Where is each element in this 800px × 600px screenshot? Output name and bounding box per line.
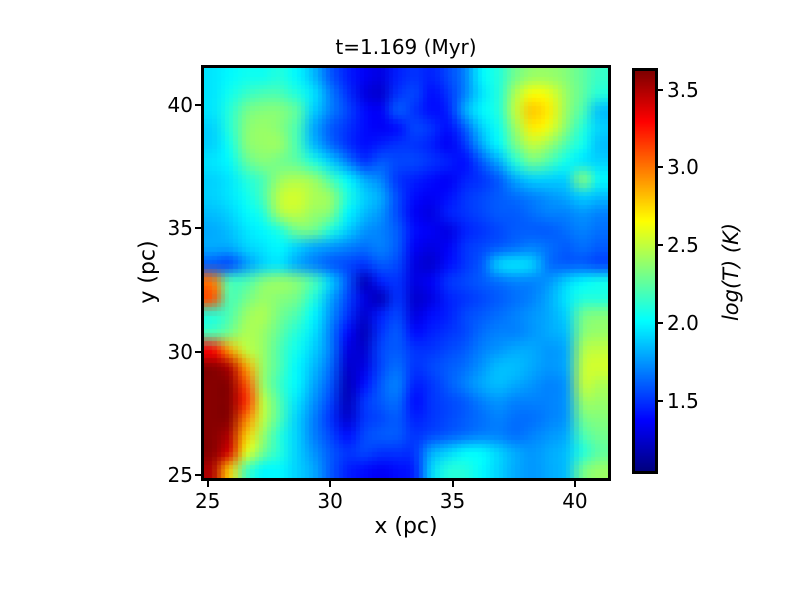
colorbar — [632, 68, 658, 474]
colorbar-tick-mark — [658, 166, 663, 169]
x-tick-mark — [206, 481, 209, 487]
x-tick-label: 40 — [562, 489, 588, 513]
colorbar-tick-mark — [658, 322, 663, 325]
y-tick-mark — [195, 474, 201, 477]
plot-title: t=1.169 (Myr) — [335, 35, 477, 59]
y-tick-mark — [195, 350, 201, 353]
y-tick-mark — [195, 104, 201, 106]
y-tick-label: 30 — [167, 339, 193, 364]
y-axis-label: y (pc) — [135, 240, 161, 304]
colorbar-canvas — [635, 71, 655, 471]
x-tick-label: 25 — [194, 489, 221, 513]
y-tick-mark — [195, 227, 201, 230]
y-tick-label: 35 — [167, 216, 193, 241]
x-tick-label: 30 — [317, 489, 343, 513]
x-tick-mark — [451, 481, 454, 487]
colorbar-label: log(T) (K) — [719, 222, 743, 322]
x-axis-label: x (pc) — [374, 514, 438, 539]
plot-area — [201, 65, 611, 481]
x-tick-label: 35 — [439, 489, 466, 513]
y-tick-label: 25 — [167, 463, 193, 488]
heatmap-canvas — [204, 68, 608, 478]
colorbar-tick-mark — [658, 244, 663, 247]
colorbar-tick-label: 3.0 — [667, 155, 699, 180]
colorbar-tick-label: 2.5 — [667, 233, 699, 258]
y-tick-label: 40 — [167, 93, 193, 117]
colorbar-tick-label: 1.5 — [667, 388, 699, 413]
x-tick-mark — [329, 481, 332, 487]
colorbar-tick-mark — [658, 399, 663, 402]
colorbar-tick-label: 2.0 — [667, 311, 699, 336]
x-tick-mark — [573, 481, 576, 487]
colorbar-tick-label: 3.5 — [667, 77, 699, 102]
colorbar-tick-mark — [658, 88, 663, 91]
